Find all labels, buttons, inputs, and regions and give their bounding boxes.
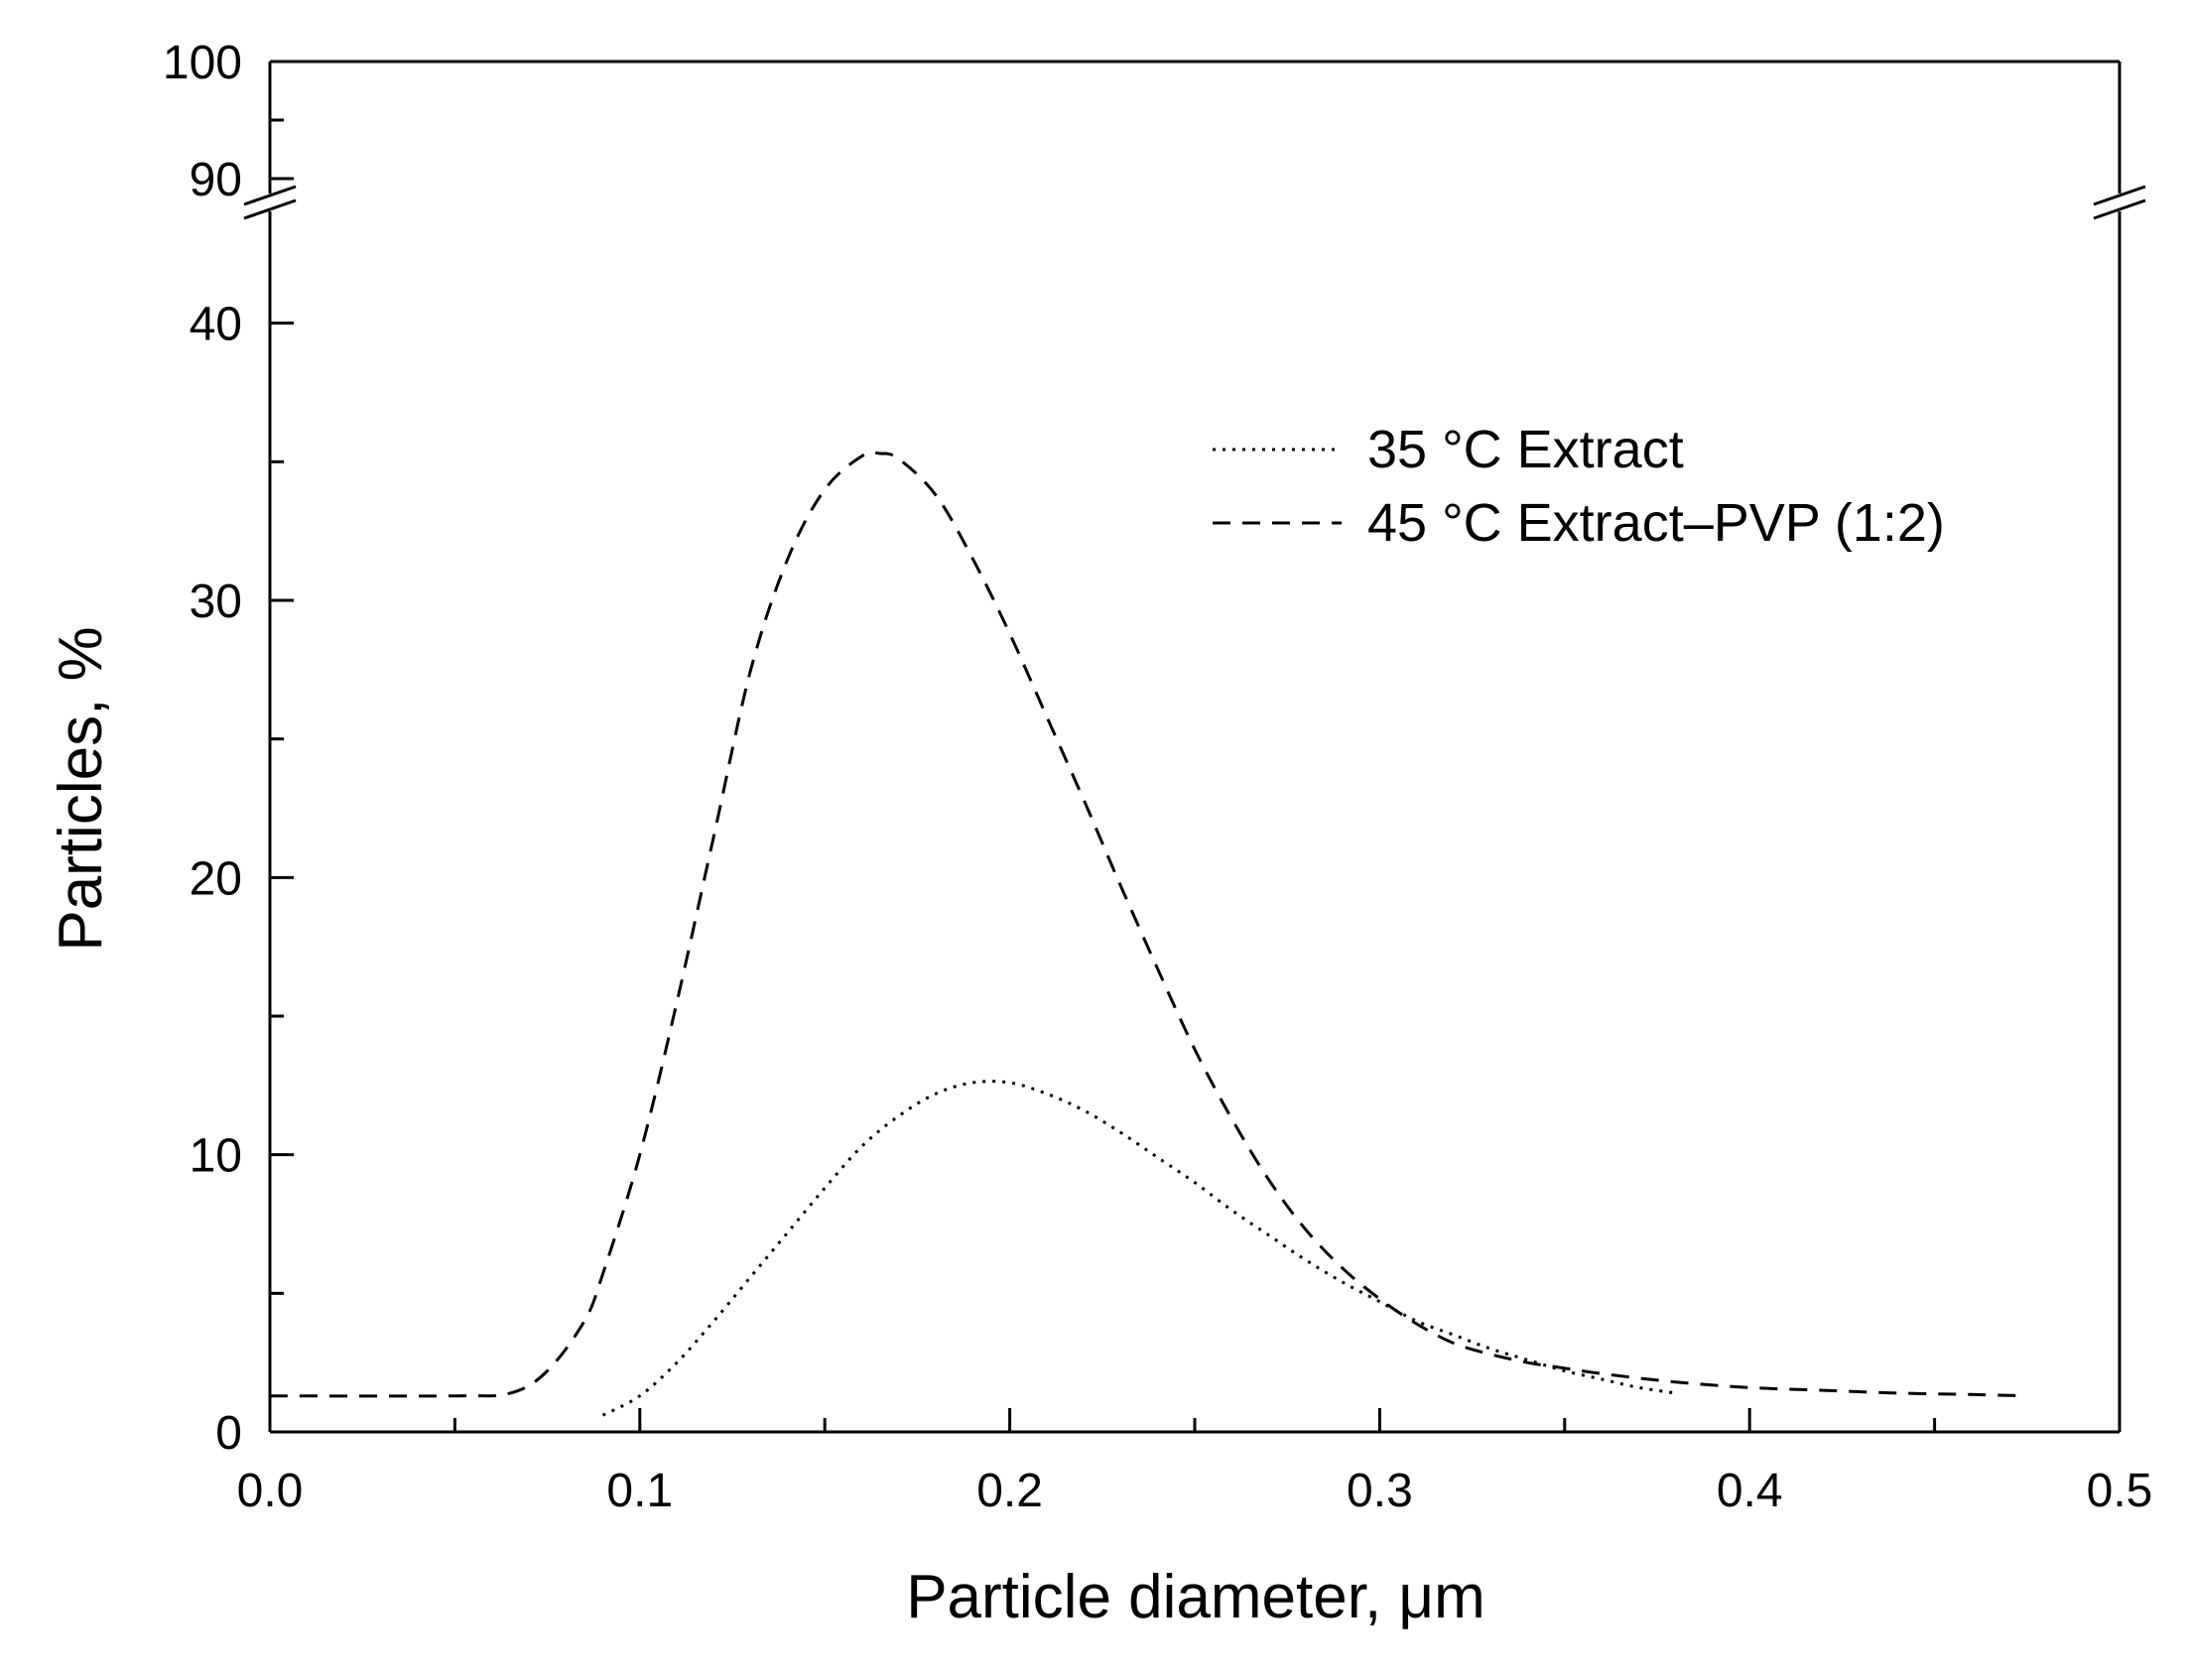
legend-label-45c: 45 °C Extract–PVP (1:2) [1367,493,1945,553]
y-tick-label: 10 [190,1130,242,1183]
legend: 35 °C Extract 45 °C Extract–PVP (1:2) [1213,420,1945,553]
series-line-45c-extract-pvp [269,451,2027,1398]
x-tick-label: 0.3 [1347,1465,1413,1517]
x-tick-label: 0.4 [1717,1465,1783,1517]
x-tick-label: 0.2 [976,1465,1043,1517]
y-tick-label: 0 [215,1407,242,1460]
series-line-35c-extract [601,1080,1676,1417]
y-tick-label: 20 [190,852,242,905]
series-layer [269,451,2027,1417]
x-axis-label: Particle diameter, μm [906,1563,1485,1631]
break-mark-right-1 [2093,198,2146,220]
break-mark-left-1 [243,198,297,220]
x-tick-label: 0.1 [606,1465,673,1517]
legend-label-35c: 35 °C Extract [1367,420,1684,479]
y-axis-label: Particles, % [47,626,115,951]
x-tick-labels: 0.0 0.1 0.2 0.3 0.4 0.5 [237,1465,2153,1517]
y-tick-label: 90 [190,154,242,206]
y-tick-label: 100 [163,37,242,89]
plot-frame [268,60,2122,1434]
y-tick-label: 30 [190,576,242,628]
break-mark-left-0 [243,185,297,206]
x-tick-label: 0.5 [2087,1465,2153,1517]
y-tick-labels: 0 10 20 30 40 90 100 [163,37,242,1460]
break-mark-right-0 [2093,185,2146,206]
axis-ticks [268,60,2122,1434]
axis-break-marks [243,185,2146,220]
x-tick-label: 0.0 [237,1465,304,1517]
y-tick-label: 40 [190,299,242,351]
